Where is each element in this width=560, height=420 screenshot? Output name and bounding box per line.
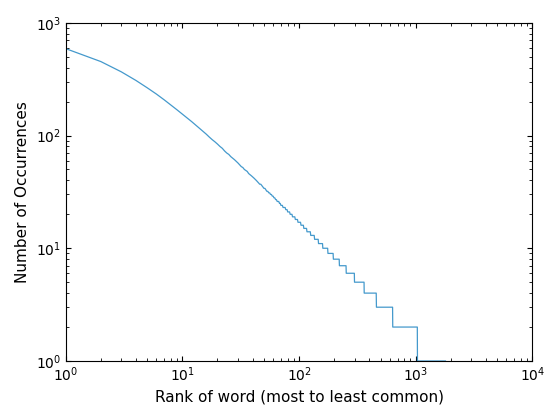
Y-axis label: Number of Occurrences: Number of Occurrences bbox=[15, 101, 30, 283]
X-axis label: Rank of word (most to least common): Rank of word (most to least common) bbox=[155, 390, 444, 405]
